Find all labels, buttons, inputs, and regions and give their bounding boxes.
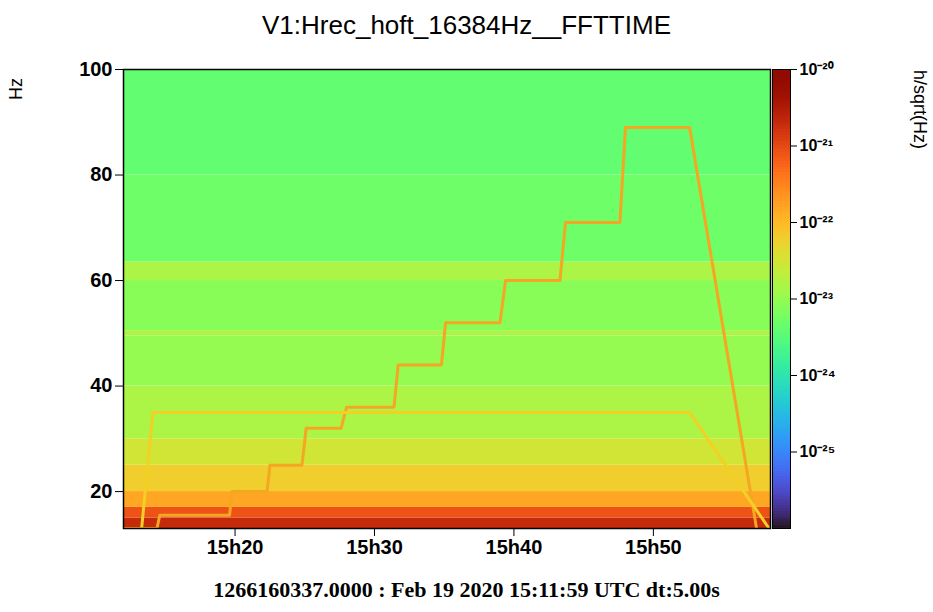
svg-text:10⁻²²: 10⁻²² (800, 214, 833, 231)
html-text:1266160337.0000 : Feb 19 2020: 1266160337.0000 : Feb 19 2020 15:11:59 U… (213, 577, 720, 602)
html-text:V1:Hrec_hoft_16384Hz__FFTTIME: V1:Hrec_hoft_16384Hz__FFTTIME (262, 10, 671, 40)
svg-text:20: 20 (90, 480, 112, 502)
svg-text:10⁻²¹: 10⁻²¹ (800, 137, 833, 154)
svg-text:40: 40 (90, 374, 112, 396)
svg-text:10⁻²⁵: 10⁻²⁵ (800, 443, 836, 460)
html-text:h/sqrt(Hz): h/sqrt(Hz) (910, 70, 930, 149)
svg-text:15h20: 15h20 (207, 536, 264, 558)
svg-text:60: 60 (90, 269, 112, 291)
svg-text:10⁻²³: 10⁻²³ (800, 290, 833, 307)
html-text:Hz: Hz (6, 78, 26, 100)
svg-text:15h30: 15h30 (346, 536, 403, 558)
svg-text:100: 100 (79, 58, 112, 80)
svg-text:80: 80 (90, 163, 112, 185)
svg-text:10⁻²⁴: 10⁻²⁴ (800, 367, 836, 384)
svg-text:15h50: 15h50 (625, 536, 682, 558)
svg-text:10⁻²⁰: 10⁻²⁰ (800, 61, 834, 78)
svg-text:15h40: 15h40 (486, 536, 543, 558)
